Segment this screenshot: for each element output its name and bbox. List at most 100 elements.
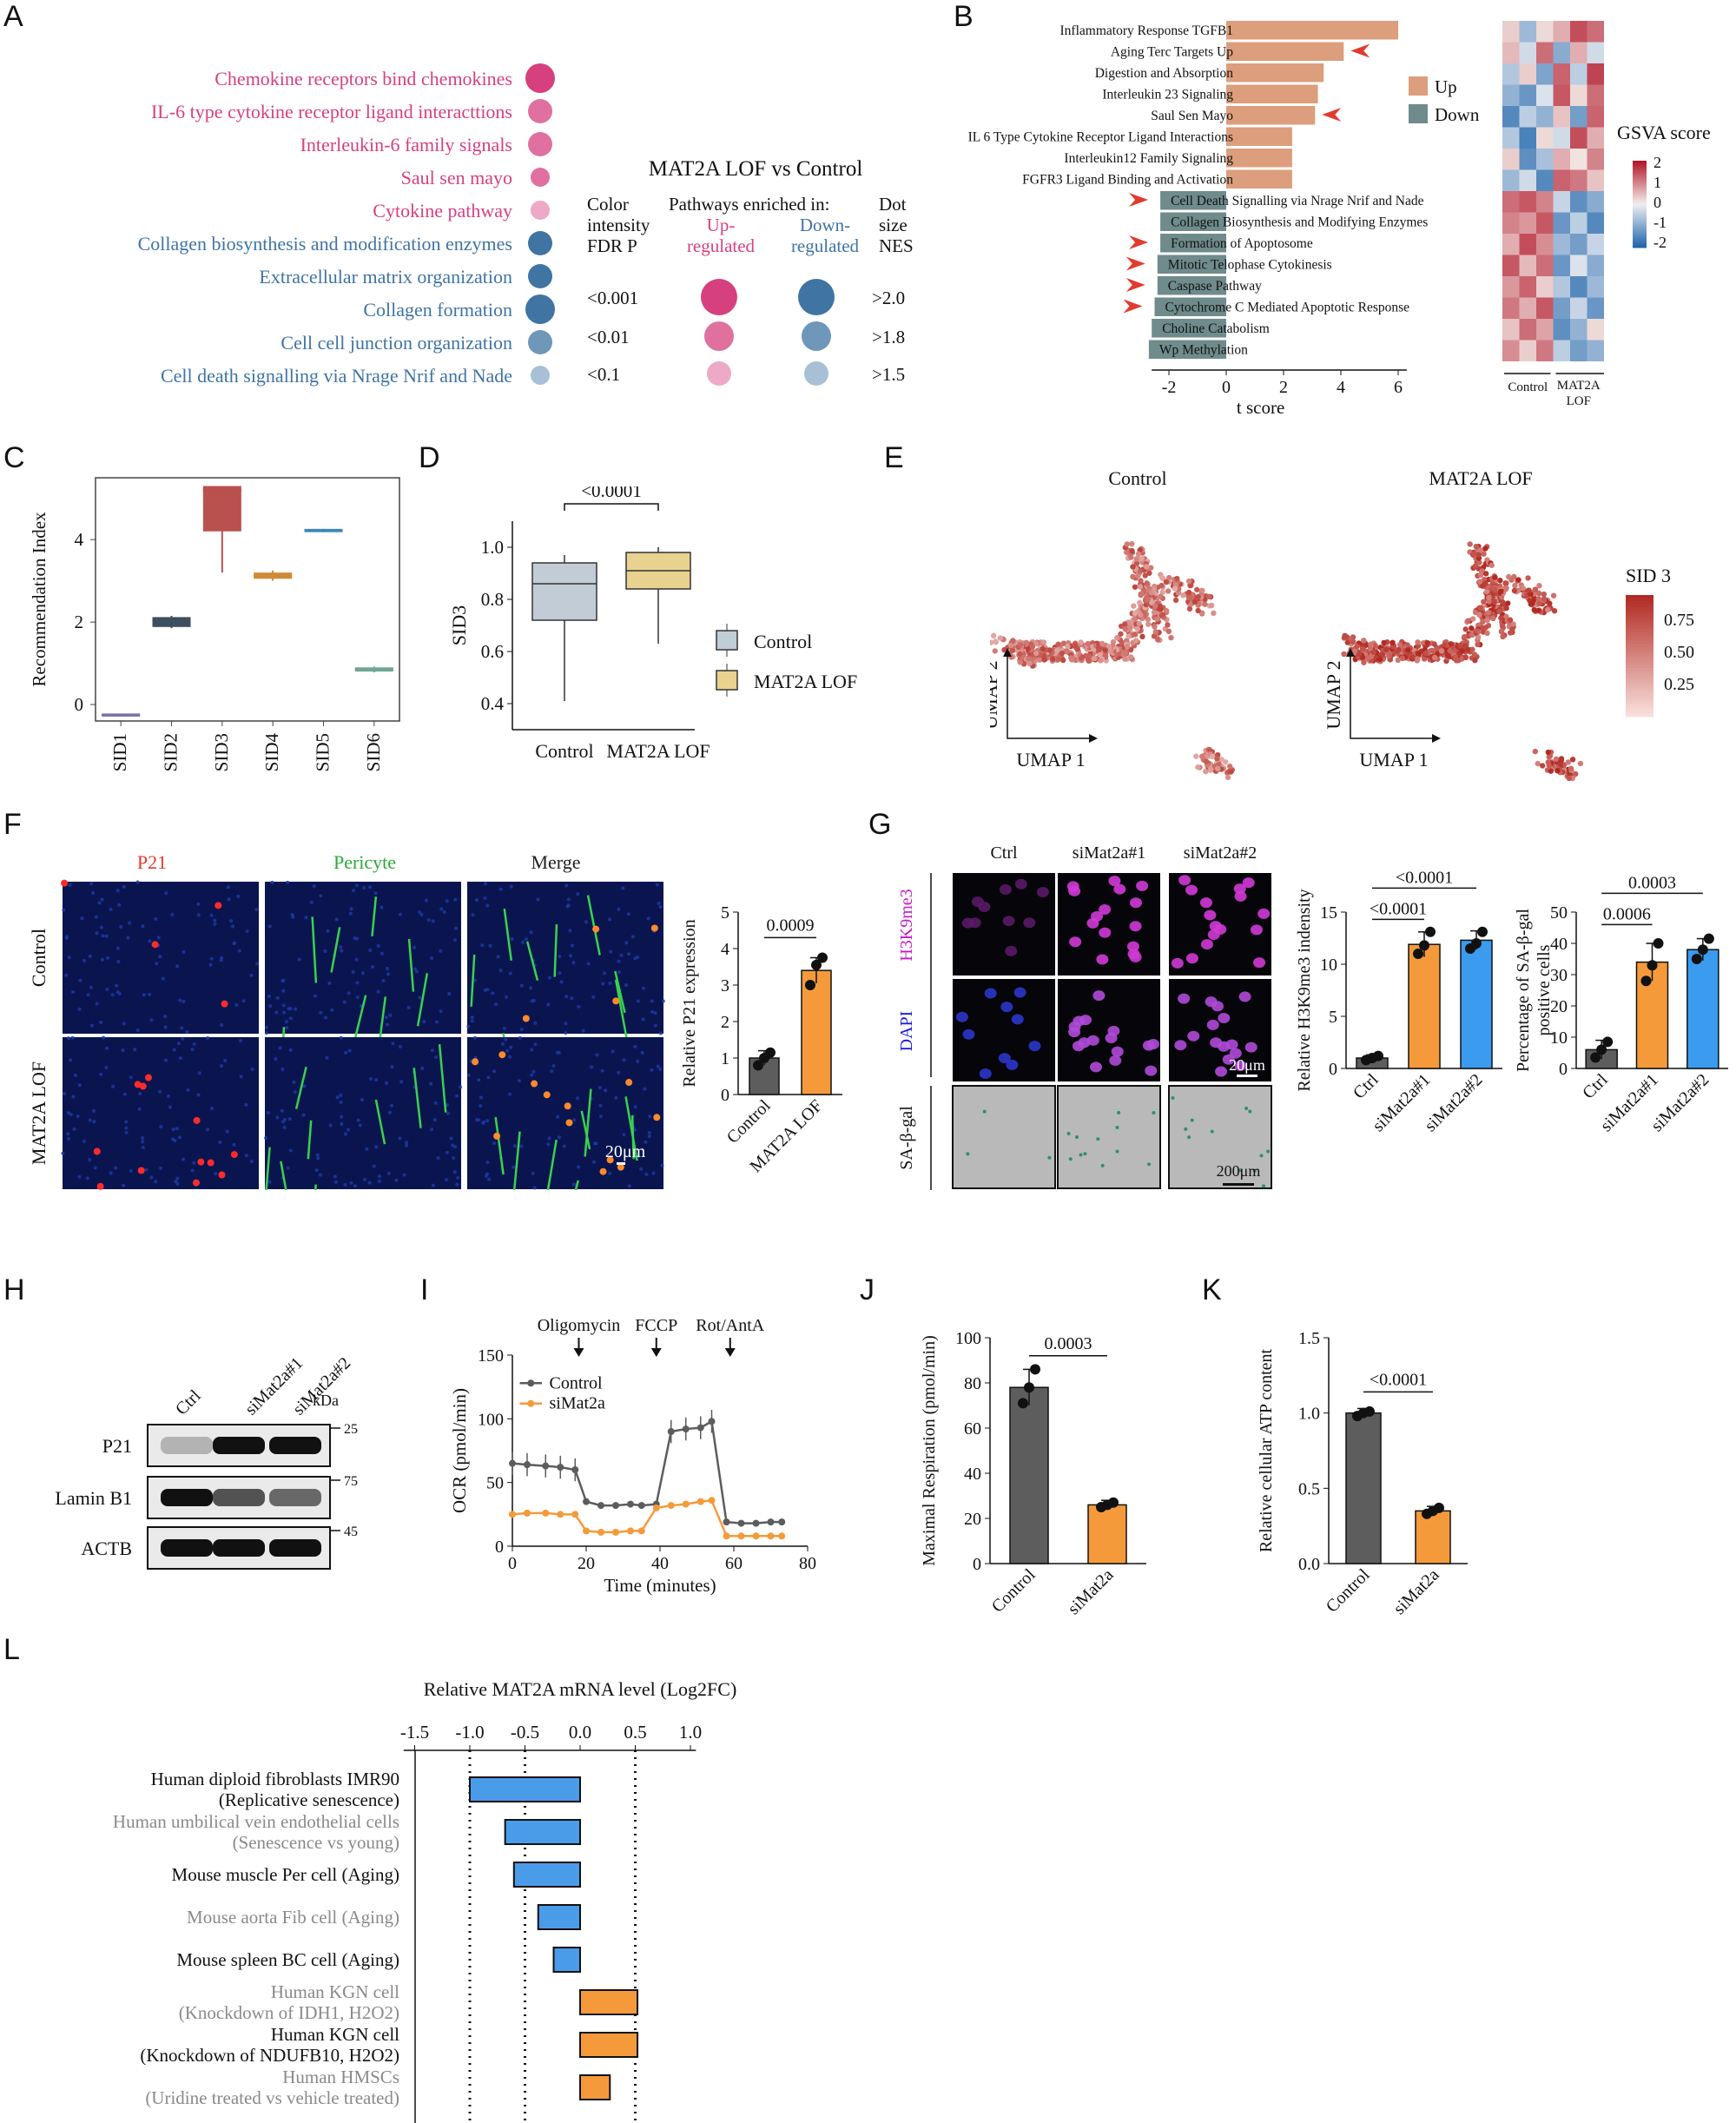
mrna-bar	[469, 1776, 581, 1802]
nucleus-dot	[339, 1093, 343, 1097]
heatmap-cell	[1536, 212, 1554, 234]
pathway-label: Collagen formation	[363, 299, 512, 321]
legend-fdr: <0.1	[587, 364, 620, 385]
pericyte-stroke	[407, 938, 415, 992]
colorbar-cell	[1633, 193, 1647, 196]
umap-point	[1130, 573, 1136, 580]
nucleus-dot	[485, 1161, 490, 1165]
colorbar-cell	[1633, 204, 1647, 207]
nucleus-dot	[324, 1015, 328, 1020]
nucleus-dot	[1238, 991, 1251, 1002]
nucleus-dot	[172, 1048, 176, 1052]
umap-point	[1130, 564, 1136, 570]
nucleus-dot	[318, 1173, 322, 1177]
legend-dot-down	[798, 279, 835, 315]
p21-dot	[151, 941, 159, 949]
nucleus-dot	[432, 1118, 437, 1122]
x-tick-label: 80	[799, 1554, 816, 1573]
nucleus-dot	[984, 988, 997, 999]
y-tick-label: 0	[1559, 1060, 1568, 1079]
x-tick-label: 0.0	[569, 1722, 591, 1743]
colorbar-cell	[1626, 634, 1653, 638]
heatmap-cell	[1536, 191, 1554, 213]
umap-point	[1484, 617, 1490, 624]
control-point	[524, 1461, 531, 1469]
umap-point	[1409, 654, 1416, 660]
pericyte-stroke	[294, 1066, 307, 1110]
nucleus-dot	[644, 1140, 648, 1144]
nucleus-dot	[385, 1081, 389, 1085]
panel-g-h3k9me3-barchart: 0 5 10 15 Relative H3K9me3 indensity Ctrl siMa…	[1295, 868, 1502, 1135]
colorbar-cell	[1633, 219, 1647, 222]
umap-point	[1544, 606, 1551, 613]
umap-point	[1097, 651, 1103, 658]
nucleus-dot	[73, 1073, 77, 1077]
nucleus-dot	[405, 1141, 409, 1145]
p21-dot	[144, 1074, 152, 1081]
nucleus-dot	[1013, 987, 1026, 998]
nucleus-dot	[312, 884, 316, 889]
colorbar-cell	[1626, 632, 1653, 635]
sagal-dot	[1248, 1109, 1252, 1114]
nucleus-dot	[524, 937, 528, 942]
nucleus-dot	[471, 913, 475, 917]
nucleus-dot	[530, 1048, 534, 1052]
data-point	[1018, 1398, 1028, 1409]
nucleus-dot	[281, 1120, 286, 1124]
nucleus-dot	[171, 1128, 175, 1132]
control-point	[723, 1518, 730, 1526]
nucleus-dot	[249, 973, 254, 977]
heatmap-cell	[1553, 127, 1570, 149]
arrow-right-icon	[1089, 734, 1098, 743]
nucleus-dot	[293, 1090, 297, 1095]
nucleus-dot	[656, 1064, 660, 1068]
nucleus-dot	[82, 1139, 86, 1143]
umap-point	[1086, 653, 1092, 659]
nucleus-dot	[571, 961, 576, 965]
umap-axes	[1007, 651, 1094, 739]
umap-point	[1165, 588, 1172, 594]
nucleus-dot	[426, 918, 431, 923]
nucleus-dot	[288, 1148, 293, 1153]
nucleus-dot	[564, 1031, 568, 1035]
lane-label: Ctrl	[172, 1386, 205, 1419]
heatmap-cell	[1502, 21, 1520, 43]
colorbar-cell	[1633, 213, 1647, 215]
nucleus-dot	[281, 1003, 286, 1008]
y-tick-label: 3	[721, 976, 729, 995]
nucleus-dot	[1185, 884, 1198, 896]
umap-point	[1498, 588, 1504, 595]
nucleus-dot	[330, 1008, 334, 1012]
umap-point	[1536, 600, 1542, 607]
nucleus-dot	[340, 949, 344, 953]
umap-point	[1223, 759, 1229, 765]
drug-label: FCCP	[635, 1316, 677, 1335]
micrograph	[467, 882, 663, 1034]
nucleus-dot	[504, 995, 508, 999]
colorbar-cell	[1633, 230, 1647, 233]
y-axis-label: Recommendation Index	[29, 512, 50, 687]
nucleus-dot	[1187, 1030, 1200, 1042]
nucleus-dot	[1091, 911, 1104, 923]
umap-point	[1086, 658, 1092, 665]
y-tick-label: 80	[964, 1374, 981, 1393]
nucleus-dot	[1200, 939, 1213, 950]
umap-point	[1376, 656, 1383, 663]
plot-frame	[95, 477, 400, 722]
control-point	[696, 1424, 704, 1432]
umap-point	[1520, 585, 1526, 592]
tscore-bar-label: Wp Methylation	[1159, 343, 1248, 358]
nucleus-dot	[148, 992, 152, 996]
colorbar-cell	[1633, 188, 1647, 192]
nucleus-dot	[430, 1128, 434, 1132]
colorbar-cell	[1633, 174, 1647, 176]
y-tick-label: 10	[1550, 1028, 1568, 1048]
umap-point	[1122, 626, 1128, 632]
nucleus-dot	[962, 1028, 975, 1040]
x-tick-label: siMat2a	[1064, 1565, 1117, 1618]
nucleus-dot	[470, 1015, 474, 1020]
umap-point	[1535, 760, 1541, 767]
y-tick-label: 100	[955, 1329, 981, 1348]
colorbar-cell	[1633, 200, 1647, 202]
colorbar-tick: 2	[1653, 154, 1661, 171]
